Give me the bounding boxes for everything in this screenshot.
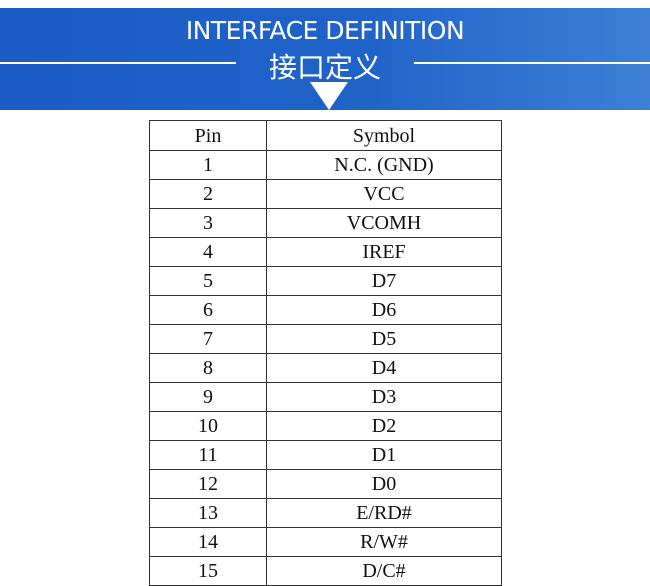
title-chinese: 接口定义 <box>268 51 381 84</box>
cell-pin: 4 <box>149 237 267 267</box>
cell-symbol: D1 <box>266 440 502 470</box>
table-row: 4 IREF <box>149 237 502 267</box>
cell-pin: 12 <box>149 469 267 499</box>
cell-pin: 10 <box>149 411 267 441</box>
table-row: 11 D1 <box>149 440 502 470</box>
table-row: 14 R/W# <box>149 527 502 557</box>
down-triangle-icon <box>310 82 348 110</box>
cell-pin: 1 <box>149 150 267 180</box>
table-row: 2 VCC <box>149 179 502 209</box>
cell-pin: 11 <box>149 440 267 470</box>
cell-pin: 14 <box>149 527 267 557</box>
cell-symbol: D7 <box>266 266 502 296</box>
cell-pin: 7 <box>149 324 267 354</box>
cell-pin: 3 <box>149 208 267 238</box>
cell-symbol: D2 <box>266 411 502 441</box>
cell-symbol: VCC <box>266 179 502 209</box>
cell-symbol: D6 <box>266 295 502 325</box>
header-banner: INTERFACE DEFINITION 接口定义 <box>0 8 650 110</box>
table-row: 9 D3 <box>149 382 502 412</box>
table-row: 10 D2 <box>149 411 502 441</box>
cell-symbol: D5 <box>266 324 502 354</box>
cell-symbol: VCOMH <box>266 208 502 238</box>
cell-pin: 15 <box>149 556 267 586</box>
cell-symbol: R/W# <box>266 527 502 557</box>
cell-symbol: IREF <box>266 237 502 267</box>
table-row: 1 N.C. (GND) <box>149 150 502 180</box>
table-row: 7 D5 <box>149 324 502 354</box>
cell-pin: 2 <box>149 179 267 209</box>
header-symbol: Symbol <box>266 120 502 151</box>
table-row: 5 D7 <box>149 266 502 296</box>
cell-pin: 8 <box>149 353 267 383</box>
cell-symbol: D3 <box>266 382 502 412</box>
table-row: 15 D/C# <box>149 556 502 586</box>
table-row: 6 D6 <box>149 295 502 325</box>
cell-symbol: E/RD# <box>266 498 502 528</box>
cell-symbol: N.C. (GND) <box>266 150 502 180</box>
cell-pin: 5 <box>149 266 267 296</box>
table-row: 3 VCOMH <box>149 208 502 238</box>
cell-symbol: D/C# <box>266 556 502 586</box>
title-english: INTERFACE DEFINITION <box>185 16 465 45</box>
pin-table: Pin Symbol 1 N.C. (GND) 2 VCC 3 VCOMH 4 IREF 5 D7… <box>149 120 502 586</box>
divider-line-left <box>0 62 236 64</box>
cell-pin: 9 <box>149 382 267 412</box>
cell-pin: 6 <box>149 295 267 325</box>
cell-pin: 13 <box>149 498 267 528</box>
header-pin: Pin <box>149 120 267 151</box>
table-header-row: Pin Symbol <box>149 120 502 151</box>
cell-symbol: D4 <box>266 353 502 383</box>
table-row: 8 D4 <box>149 353 502 383</box>
table-row: 13 E/RD# <box>149 498 502 528</box>
divider-line-right <box>414 62 650 64</box>
table-row: 12 D0 <box>149 469 502 499</box>
cell-symbol: D0 <box>266 469 502 499</box>
